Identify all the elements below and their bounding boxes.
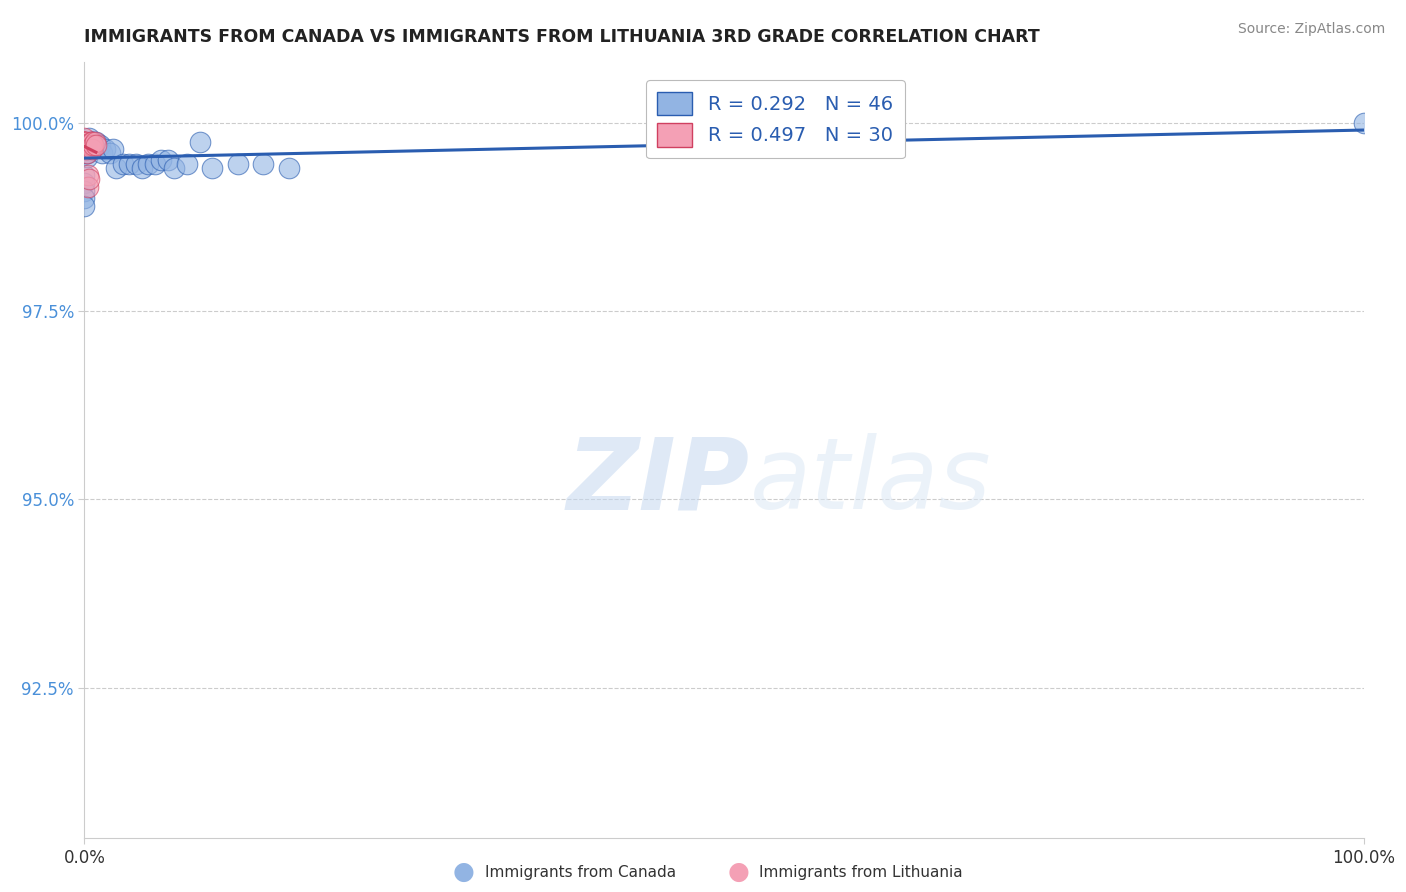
Point	[82, 135, 104, 149]
Point	[79, 138, 101, 153]
Point	[75, 142, 97, 156]
Point	[77, 169, 100, 183]
Point	[73, 135, 96, 149]
Point	[101, 142, 124, 156]
Point	[1353, 116, 1375, 130]
Point	[73, 138, 96, 153]
Point	[131, 161, 153, 175]
Point	[252, 157, 274, 171]
Point	[76, 138, 98, 153]
Point	[73, 130, 96, 145]
Text: ZIP: ZIP	[567, 433, 749, 530]
Point	[118, 157, 141, 171]
Point	[77, 135, 100, 149]
Point	[80, 135, 103, 149]
Point	[80, 135, 103, 149]
Point	[89, 138, 111, 153]
Point	[75, 142, 97, 156]
Point	[76, 145, 98, 160]
Point	[73, 138, 96, 153]
Point	[73, 184, 96, 198]
Legend: R = 0.292   N = 46, R = 0.497   N = 30: R = 0.292 N = 46, R = 0.497 N = 30	[645, 80, 905, 159]
Point	[79, 130, 101, 145]
Point	[73, 176, 96, 190]
Point	[80, 138, 103, 153]
Point	[98, 145, 121, 160]
Point	[80, 142, 103, 156]
Point	[80, 135, 103, 149]
Point	[84, 138, 107, 153]
Point	[76, 145, 98, 160]
Point	[73, 135, 96, 149]
Point	[188, 135, 211, 149]
Text: Immigrants from Lithuania: Immigrants from Lithuania	[759, 865, 963, 880]
Text: Source: ZipAtlas.com: Source: ZipAtlas.com	[1237, 22, 1385, 37]
Point	[75, 138, 97, 153]
Point	[73, 135, 96, 149]
Point	[156, 153, 179, 168]
Point	[278, 161, 301, 175]
Text: atlas: atlas	[749, 433, 991, 530]
Point	[163, 161, 186, 175]
Point	[84, 135, 107, 149]
Point	[80, 135, 103, 149]
Text: IMMIGRANTS FROM CANADA VS IMMIGRANTS FROM LITHUANIA 3RD GRADE CORRELATION CHART: IMMIGRANTS FROM CANADA VS IMMIGRANTS FRO…	[84, 28, 1040, 45]
Point	[86, 138, 108, 153]
Point	[75, 142, 97, 156]
Point	[150, 153, 173, 168]
Point	[73, 191, 96, 205]
Point	[80, 138, 103, 153]
Point	[79, 135, 101, 149]
Point	[83, 135, 105, 149]
Point	[76, 142, 98, 156]
Point	[138, 157, 160, 171]
Point	[73, 135, 96, 149]
Point	[143, 157, 166, 171]
Point	[73, 135, 96, 149]
Point	[75, 142, 97, 156]
Point	[75, 145, 97, 160]
Point	[82, 138, 104, 153]
Point	[91, 145, 114, 160]
Point	[83, 138, 105, 153]
Point	[80, 135, 103, 149]
Text: ●: ●	[453, 861, 475, 884]
Point	[76, 150, 98, 164]
Point	[77, 179, 100, 194]
Point	[73, 198, 96, 212]
Point	[79, 172, 101, 186]
Point	[75, 135, 97, 149]
Point	[105, 161, 128, 175]
Point	[77, 138, 100, 153]
Point	[73, 135, 96, 149]
Point	[176, 157, 198, 171]
Point	[73, 142, 96, 156]
Point	[76, 142, 98, 156]
Point	[226, 157, 249, 171]
Point	[73, 135, 96, 149]
Point	[124, 157, 146, 171]
Text: ●: ●	[727, 861, 749, 884]
Point	[111, 157, 134, 171]
Point	[94, 142, 117, 156]
Point	[201, 161, 224, 175]
Point	[73, 169, 96, 183]
Point	[75, 138, 97, 153]
Text: Immigrants from Canada: Immigrants from Canada	[485, 865, 676, 880]
Point	[73, 138, 96, 153]
